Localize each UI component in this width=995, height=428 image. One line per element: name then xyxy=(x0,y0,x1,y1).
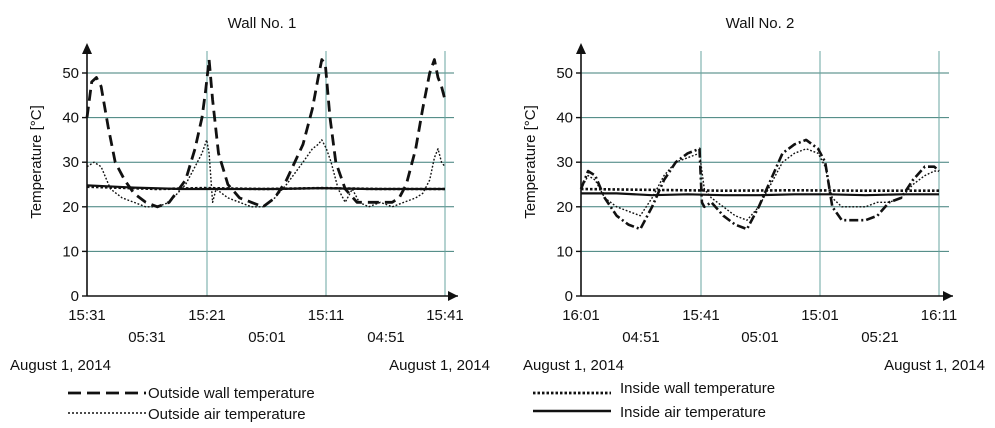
c1-xtick-label-lower: 05:31 xyxy=(128,329,166,346)
c1-xtick-label-lower: 04:51 xyxy=(367,329,405,346)
c1-xtick-label: 15:11 xyxy=(308,307,344,324)
c1-series-inside-air-temperature xyxy=(86,184,445,191)
c1-ytick-label: 0 xyxy=(71,288,79,305)
c1-xtick-label-lower: 05:01 xyxy=(248,329,286,346)
chart2-title: Wall No. 2 xyxy=(726,15,795,32)
c2-ytick-label: 40 xyxy=(556,110,573,127)
c2-xtick-label: 15:41 xyxy=(682,307,720,324)
c1-xtick-label: 15:21 xyxy=(188,307,226,324)
c2-xtick-label-lower: 04:51 xyxy=(622,329,660,346)
c1-ytick-label: 40 xyxy=(62,110,79,127)
c2-xtick-label: 15:01 xyxy=(801,307,839,324)
c2-ytick-label: 10 xyxy=(556,243,573,260)
c2-y-arrow xyxy=(576,43,586,54)
chart1-date-left: August 1, 2014 xyxy=(10,357,111,374)
c1-xtick-label: 15:41 xyxy=(426,307,464,324)
c1-x-arrow xyxy=(448,291,458,301)
c2-series-outside-wall-temperature xyxy=(579,138,940,231)
legend-label-outside-air: Outside air temperature xyxy=(148,406,306,423)
c1-ytick-label: 50 xyxy=(62,65,79,82)
c1-xtick-label: 15:31 xyxy=(68,307,106,324)
c2-xtick-label-lower: 05:01 xyxy=(741,329,779,346)
c2-x-arrow xyxy=(943,291,953,301)
c2-series-inside-wall-temperature xyxy=(580,187,939,192)
chart1-title: Wall No. 1 xyxy=(228,15,297,32)
legend-label-inside-air: Inside air temperature xyxy=(620,404,766,421)
c1-ytick-label: 30 xyxy=(62,154,79,171)
c1-y-arrow xyxy=(82,43,92,54)
c2-ytick-label: 50 xyxy=(556,65,573,82)
c2-series-outside-air-temperature xyxy=(580,148,939,221)
c2-ytick-label: 20 xyxy=(556,199,573,216)
c1-ytick-label: 10 xyxy=(62,243,79,260)
legend-label-outside-wall: Outside wall temperature xyxy=(148,385,315,402)
chart1-date-right: August 1, 2014 xyxy=(389,357,490,374)
chart2-date-left: August 1, 2014 xyxy=(523,357,624,374)
legend-label-inside-wall: Inside wall temperature xyxy=(620,380,775,397)
c1-series-outside-air-temperature xyxy=(86,139,446,208)
c2-series-inside-air-temperature xyxy=(581,192,939,197)
c2-ytick-label: 0 xyxy=(565,288,573,305)
c2-xtick-label: 16:11 xyxy=(921,307,957,324)
c2-xtick-label-lower: 05:21 xyxy=(861,329,899,346)
c2-xtick-label: 16:01 xyxy=(562,307,600,324)
c1-series-outside-wall-temperature xyxy=(85,58,447,209)
chart2-date-right: August 1, 2014 xyxy=(884,357,985,374)
c2-ytick-label: 30 xyxy=(556,154,573,171)
c1-ytick-label: 20 xyxy=(62,199,79,216)
chart1-ylabel: Temperature [°C] xyxy=(28,105,45,219)
chart2-ylabel: Temperature [°C] xyxy=(522,105,539,219)
chart-layer: 0 10 20 30 40 50 15:31 15:21 15:11 15:41 05:31 05:0… xyxy=(62,43,957,346)
